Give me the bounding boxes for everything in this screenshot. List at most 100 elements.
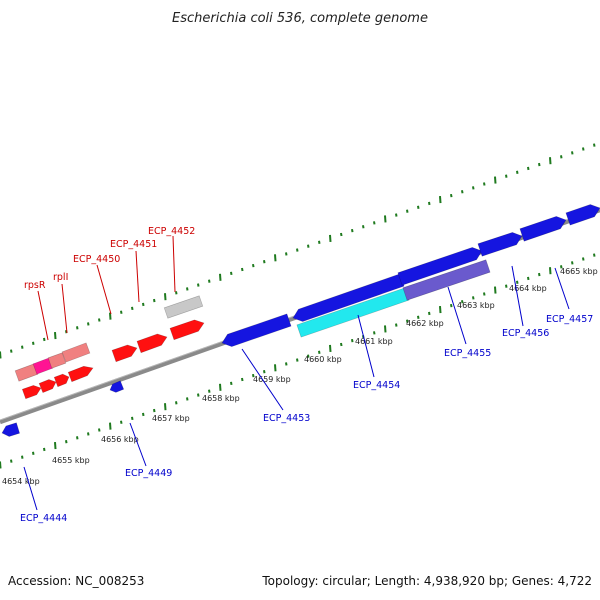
inner-tick bbox=[307, 354, 310, 358]
inner-tick bbox=[351, 338, 354, 343]
label-leader-line bbox=[357, 314, 375, 378]
inner-tick bbox=[230, 381, 233, 386]
inner-tick bbox=[142, 412, 145, 417]
outer-tick bbox=[186, 287, 189, 291]
outer-tick bbox=[87, 322, 90, 326]
gene-arrow bbox=[169, 319, 205, 341]
inner-tick bbox=[285, 362, 288, 366]
gene-arrow bbox=[163, 295, 204, 319]
gene-arrow bbox=[519, 216, 567, 242]
gene-arrow bbox=[67, 365, 94, 383]
inner-tick bbox=[76, 436, 79, 440]
gene-arrow bbox=[38, 379, 57, 393]
inner-tick bbox=[164, 403, 167, 411]
outer-tick bbox=[384, 215, 387, 223]
inner-tick bbox=[0, 461, 2, 469]
outer-tick bbox=[274, 254, 277, 262]
gene-label-ECP_4455: ECP_4455 bbox=[444, 348, 491, 359]
outer-tick bbox=[65, 330, 68, 334]
kbp-label: 4665 kbp bbox=[560, 267, 598, 276]
inner-tick bbox=[10, 459, 13, 463]
gene-label-ECP_4452: ECP_4452 bbox=[148, 226, 195, 237]
inner-tick bbox=[252, 373, 255, 378]
gene-label-ECP_4453: ECP_4453 bbox=[263, 413, 310, 424]
inner-tick bbox=[395, 323, 398, 327]
inner-tick bbox=[197, 393, 200, 397]
gene-label-ECP_4454: ECP_4454 bbox=[353, 380, 400, 391]
gene-arrow bbox=[402, 259, 491, 301]
outer-tick bbox=[43, 337, 46, 342]
outer-tick bbox=[230, 271, 233, 276]
kbp-label: 4657 kbp bbox=[152, 414, 190, 423]
inner-tick bbox=[549, 267, 552, 275]
outer-tick bbox=[10, 349, 13, 353]
inner-tick bbox=[175, 401, 178, 405]
gene-arrow bbox=[221, 313, 292, 347]
inner-tick bbox=[120, 420, 123, 424]
outer-tick bbox=[461, 190, 464, 194]
gene-label-ECP_4456: ECP_4456 bbox=[502, 328, 549, 339]
gene-arrow bbox=[47, 352, 67, 369]
outer-tick bbox=[153, 298, 156, 303]
label-leader-line bbox=[23, 466, 38, 511]
kbp-label: 4664 kbp bbox=[509, 284, 547, 293]
outer-tick bbox=[406, 209, 409, 213]
label-leader-line bbox=[37, 290, 49, 341]
outer-tick bbox=[571, 151, 574, 155]
label-leader-line bbox=[447, 286, 467, 345]
outer-tick bbox=[0, 351, 2, 359]
outer-tick bbox=[362, 225, 365, 229]
inner-tick bbox=[450, 303, 453, 308]
outer-tick bbox=[549, 157, 552, 165]
label-leader-line bbox=[96, 264, 112, 315]
kbp-label: 4662 kbp bbox=[406, 319, 444, 328]
outer-tick bbox=[428, 201, 431, 206]
outer-tick bbox=[164, 293, 167, 301]
inner-tick bbox=[208, 389, 211, 393]
label-leader-line bbox=[172, 235, 176, 293]
map-title: Escherichia coli 536, complete genome bbox=[172, 11, 428, 26]
inner-tick bbox=[516, 280, 519, 284]
gene-arrow bbox=[136, 333, 168, 354]
outer-tick bbox=[373, 221, 376, 225]
outer-tick bbox=[32, 341, 35, 346]
outer-tick bbox=[296, 248, 299, 252]
inner-tick bbox=[318, 350, 321, 354]
outer-tick bbox=[219, 273, 222, 281]
outer-tick bbox=[175, 291, 178, 295]
label-leader-line bbox=[554, 267, 570, 310]
outer-tick bbox=[505, 174, 508, 178]
inner-tick bbox=[373, 331, 376, 335]
label-leader-line bbox=[135, 250, 140, 303]
outer-tick bbox=[197, 283, 200, 287]
gene-label-ECP_4444: ECP_4444 bbox=[20, 513, 67, 524]
label-leader-line bbox=[61, 283, 68, 334]
accession-text: Accession: NC_008253 bbox=[8, 574, 144, 588]
gene-arrow bbox=[565, 204, 600, 226]
kbp-label: 4661 kbp bbox=[355, 337, 393, 346]
gene-arrow bbox=[296, 287, 410, 338]
gene-arrow bbox=[109, 380, 125, 393]
topology-text: Topology: circular; Length: 4,938,920 bp… bbox=[261, 574, 592, 588]
gene-features bbox=[1, 204, 600, 437]
kbp-label: 4658 kbp bbox=[202, 394, 240, 403]
outer-tick bbox=[560, 155, 563, 159]
label-leader-line bbox=[241, 348, 284, 411]
inner-tick bbox=[439, 305, 442, 314]
inner-tick bbox=[406, 319, 409, 323]
outer-tick bbox=[593, 143, 596, 147]
gene-label-ECP_4457: ECP_4457 bbox=[546, 314, 593, 325]
outer-tick bbox=[307, 244, 310, 248]
outer-tick bbox=[21, 345, 24, 349]
kbp-label: 4656 kbp bbox=[101, 435, 139, 444]
outer-tick bbox=[285, 252, 288, 256]
inner-tick bbox=[494, 286, 497, 294]
inner-tick bbox=[65, 440, 68, 444]
inner-tick bbox=[274, 364, 277, 372]
inner-tick bbox=[472, 296, 475, 300]
gene-arrow bbox=[1, 422, 20, 437]
kbp-label: 4655 kbp bbox=[52, 456, 90, 465]
inner-tick bbox=[560, 265, 563, 269]
kbp-label: 4663 kbp bbox=[457, 301, 495, 310]
